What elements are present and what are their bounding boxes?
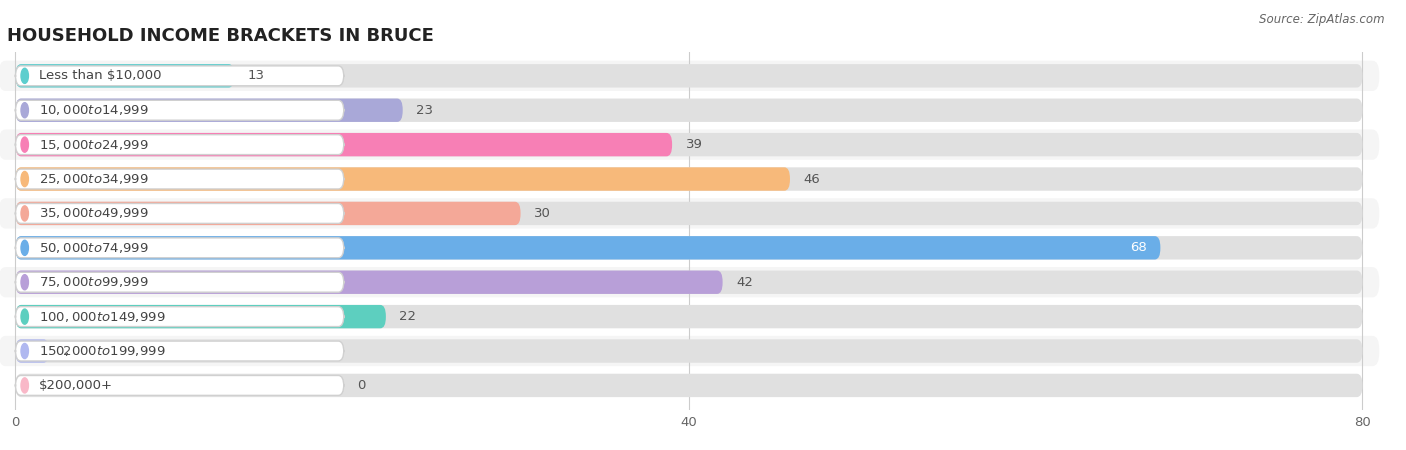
FancyBboxPatch shape bbox=[15, 305, 385, 328]
Text: 22: 22 bbox=[399, 310, 416, 323]
FancyBboxPatch shape bbox=[15, 99, 402, 122]
Text: 2: 2 bbox=[63, 345, 72, 357]
Text: $10,000 to $14,999: $10,000 to $14,999 bbox=[39, 103, 149, 117]
FancyBboxPatch shape bbox=[15, 270, 723, 294]
FancyBboxPatch shape bbox=[0, 336, 1379, 366]
FancyBboxPatch shape bbox=[15, 133, 672, 156]
Circle shape bbox=[21, 171, 28, 187]
FancyBboxPatch shape bbox=[15, 339, 1362, 363]
FancyBboxPatch shape bbox=[15, 307, 344, 327]
FancyBboxPatch shape bbox=[0, 61, 1379, 91]
Text: $75,000 to $99,999: $75,000 to $99,999 bbox=[39, 275, 149, 289]
Text: 46: 46 bbox=[803, 172, 820, 185]
Text: 42: 42 bbox=[737, 276, 754, 289]
FancyBboxPatch shape bbox=[15, 202, 1362, 225]
Text: $100,000 to $149,999: $100,000 to $149,999 bbox=[39, 310, 166, 324]
FancyBboxPatch shape bbox=[15, 169, 344, 189]
Text: $150,000 to $199,999: $150,000 to $199,999 bbox=[39, 344, 166, 358]
FancyBboxPatch shape bbox=[15, 167, 790, 191]
FancyBboxPatch shape bbox=[15, 272, 344, 292]
Text: Source: ZipAtlas.com: Source: ZipAtlas.com bbox=[1260, 14, 1385, 27]
Text: HOUSEHOLD INCOME BRACKETS IN BRUCE: HOUSEHOLD INCOME BRACKETS IN BRUCE bbox=[7, 27, 434, 45]
Circle shape bbox=[21, 206, 28, 221]
FancyBboxPatch shape bbox=[0, 233, 1379, 263]
FancyBboxPatch shape bbox=[15, 236, 1362, 260]
FancyBboxPatch shape bbox=[15, 305, 1362, 328]
Text: 23: 23 bbox=[416, 104, 433, 117]
Text: $35,000 to $49,999: $35,000 to $49,999 bbox=[39, 207, 149, 220]
FancyBboxPatch shape bbox=[15, 167, 1362, 191]
Text: 0: 0 bbox=[357, 379, 366, 392]
FancyBboxPatch shape bbox=[15, 341, 344, 361]
FancyBboxPatch shape bbox=[15, 339, 49, 363]
Text: $25,000 to $34,999: $25,000 to $34,999 bbox=[39, 172, 149, 186]
FancyBboxPatch shape bbox=[15, 236, 1160, 260]
Text: $200,000+: $200,000+ bbox=[39, 379, 112, 392]
FancyBboxPatch shape bbox=[0, 198, 1379, 229]
FancyBboxPatch shape bbox=[15, 100, 344, 120]
Text: 30: 30 bbox=[534, 207, 551, 220]
FancyBboxPatch shape bbox=[15, 202, 520, 225]
Text: $50,000 to $74,999: $50,000 to $74,999 bbox=[39, 241, 149, 255]
Circle shape bbox=[21, 274, 28, 290]
Circle shape bbox=[21, 343, 28, 359]
FancyBboxPatch shape bbox=[15, 203, 344, 223]
Text: 13: 13 bbox=[247, 69, 264, 82]
Circle shape bbox=[21, 378, 28, 393]
FancyBboxPatch shape bbox=[0, 130, 1379, 160]
FancyBboxPatch shape bbox=[15, 99, 1362, 122]
FancyBboxPatch shape bbox=[15, 270, 1362, 294]
FancyBboxPatch shape bbox=[15, 135, 344, 154]
FancyBboxPatch shape bbox=[15, 64, 235, 87]
FancyBboxPatch shape bbox=[15, 374, 1362, 397]
Text: Less than $10,000: Less than $10,000 bbox=[39, 69, 162, 82]
FancyBboxPatch shape bbox=[0, 164, 1379, 194]
Text: $15,000 to $24,999: $15,000 to $24,999 bbox=[39, 138, 149, 152]
FancyBboxPatch shape bbox=[15, 375, 344, 396]
Text: 68: 68 bbox=[1130, 241, 1147, 254]
FancyBboxPatch shape bbox=[0, 370, 1379, 400]
FancyBboxPatch shape bbox=[15, 64, 1362, 87]
Circle shape bbox=[21, 309, 28, 324]
FancyBboxPatch shape bbox=[0, 302, 1379, 332]
FancyBboxPatch shape bbox=[0, 267, 1379, 297]
Text: 39: 39 bbox=[686, 138, 703, 151]
FancyBboxPatch shape bbox=[0, 95, 1379, 126]
Circle shape bbox=[21, 240, 28, 256]
FancyBboxPatch shape bbox=[15, 133, 1362, 156]
FancyBboxPatch shape bbox=[15, 238, 344, 258]
FancyBboxPatch shape bbox=[15, 66, 344, 86]
Circle shape bbox=[21, 103, 28, 118]
Circle shape bbox=[21, 137, 28, 152]
Circle shape bbox=[21, 68, 28, 83]
